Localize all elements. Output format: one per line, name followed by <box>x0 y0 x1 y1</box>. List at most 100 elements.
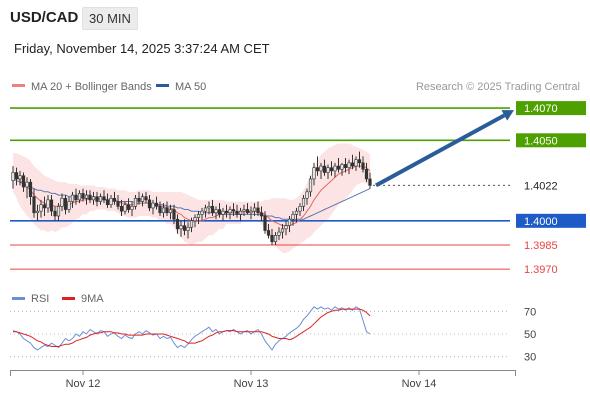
candle <box>200 207 204 221</box>
candle <box>140 193 145 207</box>
candle <box>270 228 274 245</box>
candle <box>116 195 120 210</box>
pivot-label-box <box>516 213 586 228</box>
candle <box>168 204 173 220</box>
candle-body <box>154 202 159 207</box>
resistance-label-box <box>516 101 586 116</box>
candle <box>238 207 243 221</box>
candle-body <box>298 206 302 212</box>
candle-body <box>200 210 204 215</box>
candle <box>46 195 50 213</box>
candle <box>88 190 92 204</box>
rsi-legend-swatch <box>12 297 25 300</box>
rsi-line <box>12 306 371 351</box>
candle-body <box>364 168 369 180</box>
candle-body <box>151 202 155 209</box>
candle <box>179 220 183 237</box>
candle-body <box>221 210 225 215</box>
candle <box>42 196 47 216</box>
candle <box>259 206 264 221</box>
candle <box>70 191 75 208</box>
candle-body <box>217 209 222 215</box>
candle <box>95 191 99 207</box>
rsi-tick-label: 70 <box>524 306 536 318</box>
candle-body <box>25 181 29 188</box>
candle-body <box>46 199 50 209</box>
candle-body <box>56 206 61 217</box>
watermark-text: Research © 2025 Trading Central <box>416 81 580 93</box>
candle-body <box>319 165 323 172</box>
candle-body <box>105 199 110 206</box>
candle <box>39 199 43 218</box>
candle <box>109 195 113 208</box>
candle-body <box>238 210 243 215</box>
candle-body <box>186 226 190 231</box>
candle-body <box>175 218 180 230</box>
candle-body <box>347 162 351 168</box>
candle <box>63 195 68 215</box>
candle-body <box>207 206 211 209</box>
candle-body <box>123 204 127 212</box>
candle <box>126 198 131 213</box>
candle-body <box>249 210 253 214</box>
candle <box>98 193 103 205</box>
candle <box>298 203 302 216</box>
candle-body <box>256 207 260 214</box>
timeframe-button[interactable]: 30 MIN <box>82 7 138 30</box>
candle-body <box>301 197 306 207</box>
forecast-arrow-head <box>501 110 514 121</box>
candle-body <box>63 197 68 210</box>
candle-body <box>214 209 218 214</box>
candle <box>256 201 260 216</box>
candle-body <box>242 209 246 212</box>
candle <box>207 201 211 215</box>
candle-body <box>140 196 145 202</box>
candle-body <box>235 210 239 215</box>
candle-body <box>193 217 197 222</box>
candle-body <box>361 162 365 170</box>
candle <box>249 206 253 220</box>
candle-body <box>35 210 40 214</box>
candle <box>84 190 89 205</box>
candle-body <box>158 206 162 214</box>
candle <box>354 156 358 171</box>
support-label: 1.3985 <box>524 240 558 252</box>
candle <box>322 159 327 176</box>
candle <box>28 178 33 205</box>
candle-body <box>196 214 201 218</box>
candle <box>144 191 148 204</box>
rsi-tick-label: 30 <box>524 352 536 364</box>
candle-body <box>336 165 341 170</box>
candle-body <box>228 209 232 214</box>
candle <box>123 201 127 215</box>
candle-body <box>39 204 43 212</box>
candle <box>357 151 362 168</box>
resistance-label-box <box>516 133 586 148</box>
candle-body <box>315 167 320 172</box>
candle-body <box>165 207 169 214</box>
rsi-ma-line <box>13 308 371 347</box>
candle <box>347 159 351 175</box>
candle <box>228 206 232 220</box>
candle <box>147 195 152 212</box>
candle <box>245 203 250 215</box>
candle-body <box>270 235 274 243</box>
candle-body <box>32 196 36 214</box>
candle-body <box>95 196 99 202</box>
time-tick-label: Nov 14 <box>402 378 437 390</box>
candle-body <box>189 220 194 228</box>
candle-body <box>273 235 278 243</box>
symbol-title: USD/CAD <box>10 9 79 26</box>
candle-body <box>245 209 250 214</box>
pivot-label: 1.4000 <box>524 216 558 228</box>
candle <box>291 211 295 226</box>
candle <box>112 191 117 205</box>
candle <box>231 203 236 216</box>
candle <box>49 195 54 216</box>
time-tick-label: Nov 13 <box>234 378 269 390</box>
candle <box>340 162 344 176</box>
candle-body <box>21 175 26 188</box>
candle-body <box>168 209 173 214</box>
candle-body <box>284 225 288 230</box>
candle-body <box>291 214 295 220</box>
